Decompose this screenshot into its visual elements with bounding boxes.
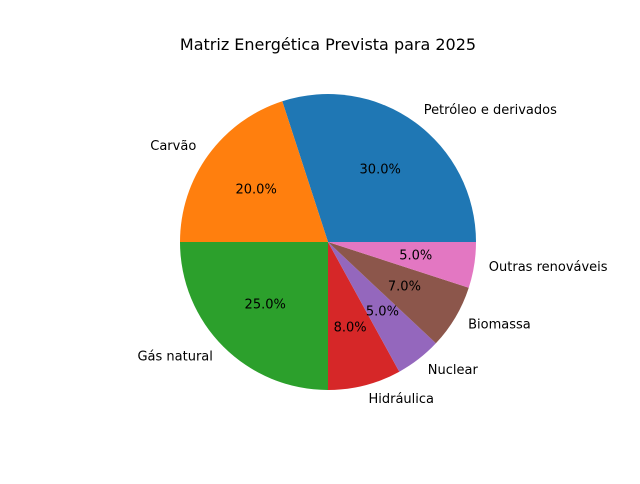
slice-percent-biomassa: 7.0%: [388, 280, 421, 295]
slice-label-nuclear: Nuclear: [428, 363, 479, 378]
slice-label-petroleo-e-derivados: Petróleo e derivados: [424, 103, 557, 118]
pie-slice-carvao: [180, 101, 328, 243]
slice-percent-outras-renovaveis: 5.0%: [399, 248, 432, 263]
slice-percent-nuclear: 5.0%: [366, 305, 399, 320]
pie-slice-gas-natural: [180, 242, 328, 390]
pie-percent-labels: 30.0%20.0%25.0%8.0%5.0%7.0%5.0%: [236, 163, 433, 336]
pie-slices: [180, 93, 476, 390]
pie-slice-nuclear: [328, 242, 436, 372]
slice-percent-petroleo-e-derivados: 30.0%: [360, 163, 401, 178]
pie-slice-petroleo-e-derivados: [282, 93, 476, 242]
slice-percent-carvao: 20.0%: [236, 182, 277, 197]
slice-percent-hidraulica: 8.0%: [334, 321, 367, 336]
slice-label-gas-natural: Gás natural: [137, 350, 212, 365]
pie-slice-biomassa: [328, 242, 469, 344]
pie-labels: Petróleo e derivados Carvão Gás natural Hid…: [137, 103, 607, 407]
pie-slice-hidraulica: [328, 242, 400, 390]
slice-label-biomassa: Biomassa: [468, 317, 531, 332]
slice-label-hidraulica: Hidráulica: [368, 392, 434, 407]
chart-title: Matriz Energética Prevista para 2025: [180, 35, 476, 54]
slice-percent-gas-natural: 25.0%: [245, 297, 286, 312]
slice-label-outras-renovaveis: Outras renováveis: [489, 260, 608, 275]
slice-label-carvao: Carvão: [150, 139, 196, 154]
pie-slice-outras-renovaveis: [328, 242, 476, 288]
